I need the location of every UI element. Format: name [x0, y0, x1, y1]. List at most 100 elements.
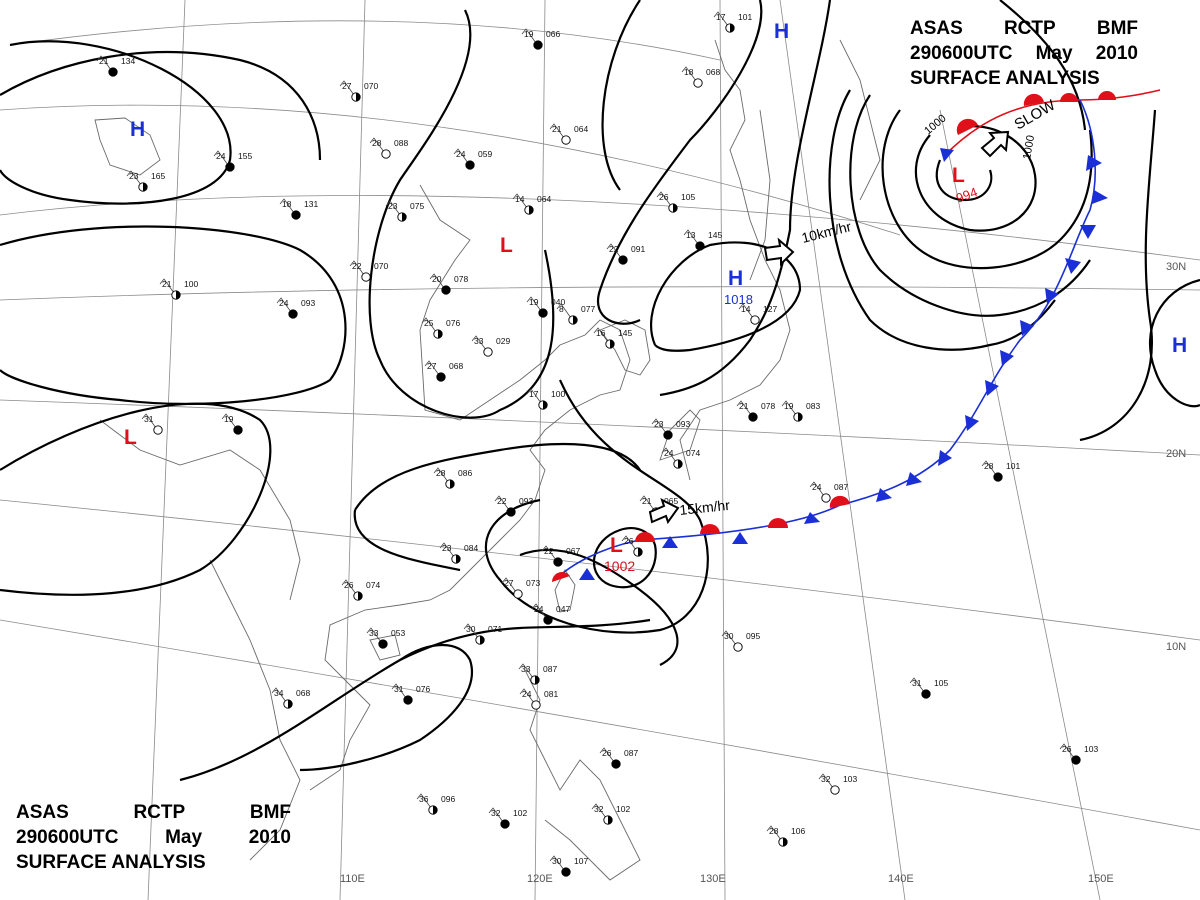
station-pressure: 066 [546, 29, 560, 39]
station-plot: 24 155 [213, 150, 252, 172]
cloud-cover-icon [403, 695, 413, 705]
wind-barb-icon [541, 545, 557, 561]
header-datetime: 290600UTC [16, 827, 119, 848]
coastline-indochina [209, 559, 301, 861]
station-plot: 28 101 [981, 460, 1020, 482]
station-pressure: 088 [394, 138, 408, 148]
station-temperature: 34 [274, 688, 284, 698]
cloud-cover-half-icon [480, 635, 485, 645]
station-pressure: 103 [1084, 744, 1098, 754]
wind-barb-icon [781, 400, 797, 416]
station-plot: 21 100 [159, 278, 198, 300]
header-year: 2010 [248, 827, 291, 848]
cloud-cover-icon [830, 785, 840, 795]
station-pressure: 101 [738, 12, 752, 22]
lon-label: 110E [340, 873, 365, 885]
station-temperature: 24 [216, 151, 226, 161]
station-pressure: 047 [556, 604, 570, 614]
station-temperature: 19 [524, 29, 534, 39]
station-plot: 24 087 [809, 481, 848, 503]
station-temperature: 30 [552, 856, 562, 866]
wind-barb-icon [341, 579, 357, 595]
station-plot: 30 071 [463, 623, 502, 645]
station-plot: 24 059 [453, 148, 492, 170]
wind-barb-icon [463, 623, 479, 639]
station-plot: 27 070 [339, 80, 378, 102]
station-pressure: 084 [464, 543, 478, 553]
cloud-cover-icon [748, 412, 758, 422]
wind-barb-icon [424, 360, 440, 376]
station-plot: 22 093 [494, 495, 533, 517]
cold-front-triangle [804, 512, 820, 524]
cold-front-triangle [579, 568, 595, 580]
wind-barb-icon [591, 803, 607, 819]
station-temperature: 23 [388, 201, 398, 211]
cloud-cover-icon [225, 162, 235, 172]
station-plot: 30 095 [721, 630, 760, 652]
station-pressure: 131 [304, 199, 318, 209]
cloud-cover-icon [693, 78, 703, 88]
header-month: May [1035, 43, 1073, 64]
cloud-cover-icon [561, 867, 571, 877]
station-plot: 22 067 [541, 545, 580, 567]
station-temperature: 26 [602, 748, 612, 758]
low-center-value: 994 [954, 184, 980, 206]
station-temperature: 8 [559, 304, 564, 314]
station-pressure: 074 [686, 448, 700, 458]
header-title: SURFACE ANALYSIS [16, 852, 206, 873]
station-plot: 23 093 [651, 418, 690, 440]
station-temperature: 33 [474, 336, 484, 346]
station-plot: 21 064 [549, 123, 588, 145]
wind-barb-icon [606, 243, 622, 259]
station-temperature: 21 [739, 401, 749, 411]
station-temperature: 21 [642, 496, 652, 506]
cloud-cover-icon [538, 308, 548, 318]
isobar [1148, 278, 1200, 408]
station-temperature: 22 [352, 261, 362, 271]
lat-label: 30N [1166, 261, 1186, 273]
station-pressure: 081 [544, 689, 558, 699]
wind-barb-icon [621, 535, 637, 551]
wind-barb-icon [453, 148, 469, 164]
cloud-cover-icon [561, 135, 571, 145]
coastline-china [309, 184, 631, 791]
cloud-cover-half-icon [402, 212, 407, 222]
header-year: 2010 [1095, 43, 1138, 64]
cloud-cover-half-icon [529, 205, 534, 215]
station-temperature: 31 [394, 684, 404, 694]
station-temperature: 26 [344, 580, 354, 590]
station-pressure: 145 [708, 230, 722, 240]
cold-front-triangle [938, 450, 952, 466]
station-plot: 19 040 [526, 296, 565, 318]
movement-arrow-icon [763, 237, 795, 267]
station-temperature: 23 [654, 419, 664, 429]
wind-barb-icon [909, 677, 925, 693]
wind-barb-icon [385, 200, 401, 216]
cloud-cover-icon [543, 615, 553, 625]
meridian-line [939, 109, 1101, 900]
wind-barb-icon [339, 80, 355, 96]
wind-barb-icon [391, 683, 407, 699]
station-plot: 26 [621, 535, 643, 557]
cloud-cover-half-icon [456, 554, 461, 564]
cloud-cover-icon [821, 493, 831, 503]
station-pressure: 068 [706, 67, 720, 77]
cloud-cover-half-icon [450, 479, 455, 489]
station-plot: 22 070 [349, 260, 388, 282]
cloud-cover-icon [288, 309, 298, 319]
meridian-line [339, 0, 366, 900]
isobar [179, 618, 651, 782]
cloud-cover-icon [533, 40, 543, 50]
wind-barb-icon [681, 66, 697, 82]
isobar [353, 509, 461, 572]
isobar [354, 442, 641, 511]
station-pressure: 107 [574, 856, 588, 866]
station-plot: 27 073 [501, 577, 540, 599]
warm-front-symbols [552, 91, 1116, 582]
high-center-symbol: H [774, 20, 789, 43]
meridian-line [719, 0, 726, 900]
station-pressure: 076 [416, 684, 430, 694]
station-temperature: 32 [821, 774, 831, 784]
wind-barb-icon [488, 807, 504, 823]
cloud-cover-half-icon [608, 815, 613, 825]
